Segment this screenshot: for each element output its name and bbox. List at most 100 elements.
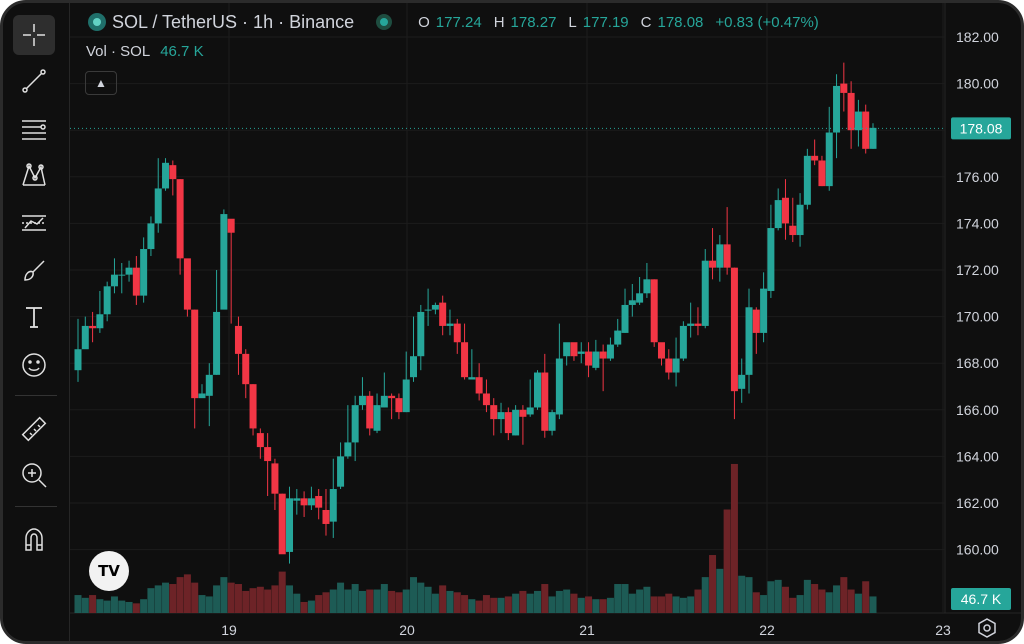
settings-icon[interactable] bbox=[976, 617, 998, 639]
volume-bar bbox=[271, 585, 279, 613]
brush-icon bbox=[24, 260, 45, 281]
candle-body bbox=[453, 323, 461, 343]
magnet-tool[interactable] bbox=[13, 519, 55, 559]
symbol-title[interactable]: SOL / TetherUS · 1h · Binance bbox=[112, 11, 355, 32]
candle-body bbox=[869, 127, 877, 149]
collapse-legend-button[interactable]: ▲ bbox=[85, 71, 117, 95]
candle-body bbox=[730, 267, 738, 392]
y-tick-label: 172.00 bbox=[956, 262, 999, 278]
crosshair-tool[interactable] bbox=[13, 15, 55, 55]
volume-bar bbox=[286, 585, 294, 613]
volume-label[interactable]: Vol · SOL bbox=[86, 43, 151, 60]
chevron-up-icon: ▲ bbox=[95, 76, 107, 90]
drawing-toolbar bbox=[3, 3, 70, 641]
candle-body bbox=[344, 442, 352, 457]
candle-body bbox=[679, 325, 687, 359]
y-tick-label: 170.00 bbox=[956, 309, 999, 325]
x-tick-label: 23 bbox=[935, 622, 951, 638]
candle-body bbox=[468, 377, 476, 380]
chart-area[interactable]: 182.00180.00178.00176.00174.00172.00170.… bbox=[70, 3, 1021, 641]
candle-body bbox=[636, 293, 644, 303]
candle-body bbox=[249, 384, 257, 429]
volume-bar bbox=[351, 584, 359, 613]
candle-body bbox=[825, 132, 833, 187]
candle-body bbox=[183, 258, 191, 310]
candle-body bbox=[716, 244, 724, 268]
volume-bar bbox=[402, 589, 410, 613]
volume-bar bbox=[125, 601, 133, 613]
trend-line-tool[interactable] bbox=[13, 61, 55, 101]
x-tick-label: 20 bbox=[399, 622, 415, 638]
ohlc-values: O 177.24 H 178.27 L 177.19 C 178.08 +0.83 (+… bbox=[418, 14, 825, 31]
volume-bar bbox=[329, 589, 337, 613]
volume-bar bbox=[665, 593, 673, 613]
text-tool[interactable] bbox=[13, 297, 55, 337]
candle-body bbox=[103, 286, 111, 315]
volume-bar bbox=[358, 590, 366, 613]
volume-bar bbox=[811, 584, 819, 613]
candle-body bbox=[242, 353, 250, 385]
candle-body bbox=[147, 223, 155, 250]
forecast-tool[interactable] bbox=[13, 203, 55, 243]
volume-bar bbox=[752, 592, 760, 613]
candle-body bbox=[176, 179, 184, 259]
emoji-icon bbox=[22, 353, 46, 377]
current-price-tag bbox=[951, 117, 1011, 140]
candle-body bbox=[439, 302, 447, 326]
tradingview-logo[interactable]: TV bbox=[89, 551, 129, 591]
volume-bar bbox=[110, 596, 118, 613]
volume-bar bbox=[410, 577, 418, 613]
zoom-tool[interactable] bbox=[13, 455, 55, 495]
volume-bar bbox=[490, 597, 498, 613]
price-chart[interactable]: 182.00180.00178.00176.00174.00172.00170.… bbox=[70, 3, 1021, 641]
candle-body bbox=[803, 155, 811, 205]
volume-bar bbox=[533, 590, 541, 613]
current-price-label: 178.08 bbox=[960, 120, 1003, 136]
candle-body bbox=[169, 165, 177, 180]
volume-bar bbox=[461, 595, 469, 613]
candle-body bbox=[512, 409, 520, 436]
volume-bar bbox=[147, 588, 155, 613]
candle-body bbox=[461, 342, 469, 378]
candle-body bbox=[307, 498, 315, 506]
volume-bar bbox=[723, 509, 731, 613]
candle-body bbox=[293, 498, 301, 501]
candle-body bbox=[417, 311, 425, 357]
candle-body bbox=[781, 197, 789, 224]
fib-tool[interactable] bbox=[13, 109, 55, 149]
volume-bar bbox=[862, 581, 870, 613]
emoji-tool[interactable] bbox=[13, 345, 55, 385]
candle-body bbox=[110, 274, 118, 287]
volume-bar bbox=[709, 555, 717, 613]
candle-body bbox=[862, 111, 870, 149]
volume-bar bbox=[439, 585, 447, 613]
candle-body bbox=[191, 309, 199, 399]
candle-body bbox=[563, 342, 571, 357]
candle-body bbox=[475, 377, 483, 394]
pattern-tool[interactable] bbox=[13, 155, 55, 195]
candle-body bbox=[606, 344, 614, 359]
volume-bar bbox=[657, 596, 665, 613]
volume-bar bbox=[81, 597, 89, 613]
volume-bar bbox=[242, 590, 250, 613]
volume-bar bbox=[344, 589, 352, 613]
candle-body bbox=[198, 393, 206, 399]
ohlc-key: L bbox=[568, 13, 577, 31]
volume-bar bbox=[278, 571, 286, 613]
volume-bar bbox=[191, 582, 199, 613]
candle-body bbox=[81, 325, 89, 350]
candle-body bbox=[599, 351, 607, 359]
candle-body bbox=[140, 249, 148, 296]
volume-bar bbox=[300, 601, 308, 613]
y-tick-label: 160.00 bbox=[956, 542, 999, 558]
brush-tool[interactable] bbox=[13, 251, 55, 291]
ruler-tool[interactable] bbox=[13, 409, 55, 449]
volume-bar bbox=[526, 593, 534, 613]
volume-bar bbox=[512, 593, 520, 613]
candle-body bbox=[358, 395, 366, 406]
volume-bar bbox=[687, 596, 695, 613]
volume-bar bbox=[424, 586, 432, 613]
volume-bar bbox=[541, 584, 549, 613]
candle-body bbox=[767, 228, 775, 291]
